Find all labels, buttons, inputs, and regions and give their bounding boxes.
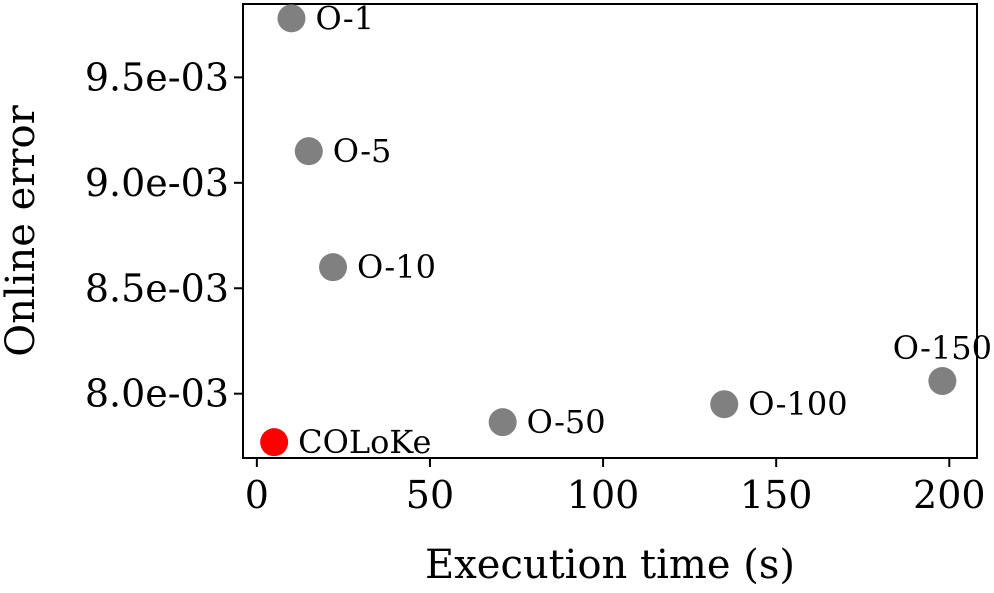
- data-point-o-150: [928, 367, 957, 396]
- plot-frame: [242, 3, 978, 459]
- y-axis-title: Online error: [0, 104, 44, 356]
- x-tick-label: 50: [406, 473, 454, 517]
- point-label: O-50: [527, 403, 606, 441]
- data-point-o-100: [710, 390, 739, 419]
- y-tick-label: 8.0e-03: [85, 372, 229, 416]
- data-point-o-1: [277, 4, 306, 33]
- point-label: COLoKe: [298, 423, 431, 461]
- point-label: O-10: [357, 248, 436, 286]
- point-label: O-100: [748, 385, 847, 423]
- x-axis-title: Execution time (s): [425, 542, 795, 588]
- point-label: O-5: [333, 132, 392, 170]
- data-point-o-50: [488, 408, 517, 437]
- y-tick-label: 9.5e-03: [85, 55, 229, 99]
- y-axis: 8.0e-03 8.5e-03 9.0e-03 9.5e-03: [85, 55, 243, 416]
- data-point-o-10: [319, 253, 348, 282]
- data-points: O-1 O-5 O-10 O-50 O-100 O-150 COLoKe: [260, 0, 992, 461]
- x-tick-label: 0: [245, 473, 269, 517]
- data-point-coloke: [260, 428, 289, 457]
- point-label: O-150: [893, 329, 992, 367]
- point-label: O-1: [315, 0, 374, 37]
- y-tick-label: 8.5e-03: [85, 266, 229, 310]
- y-tick-label: 9.0e-03: [85, 161, 229, 205]
- data-point-o-5: [294, 137, 323, 166]
- x-tick-label: 100: [567, 473, 640, 517]
- x-axis: 0 50 100 150 200: [245, 458, 986, 517]
- x-tick-label: 200: [913, 473, 986, 517]
- x-tick-label: 150: [740, 473, 813, 517]
